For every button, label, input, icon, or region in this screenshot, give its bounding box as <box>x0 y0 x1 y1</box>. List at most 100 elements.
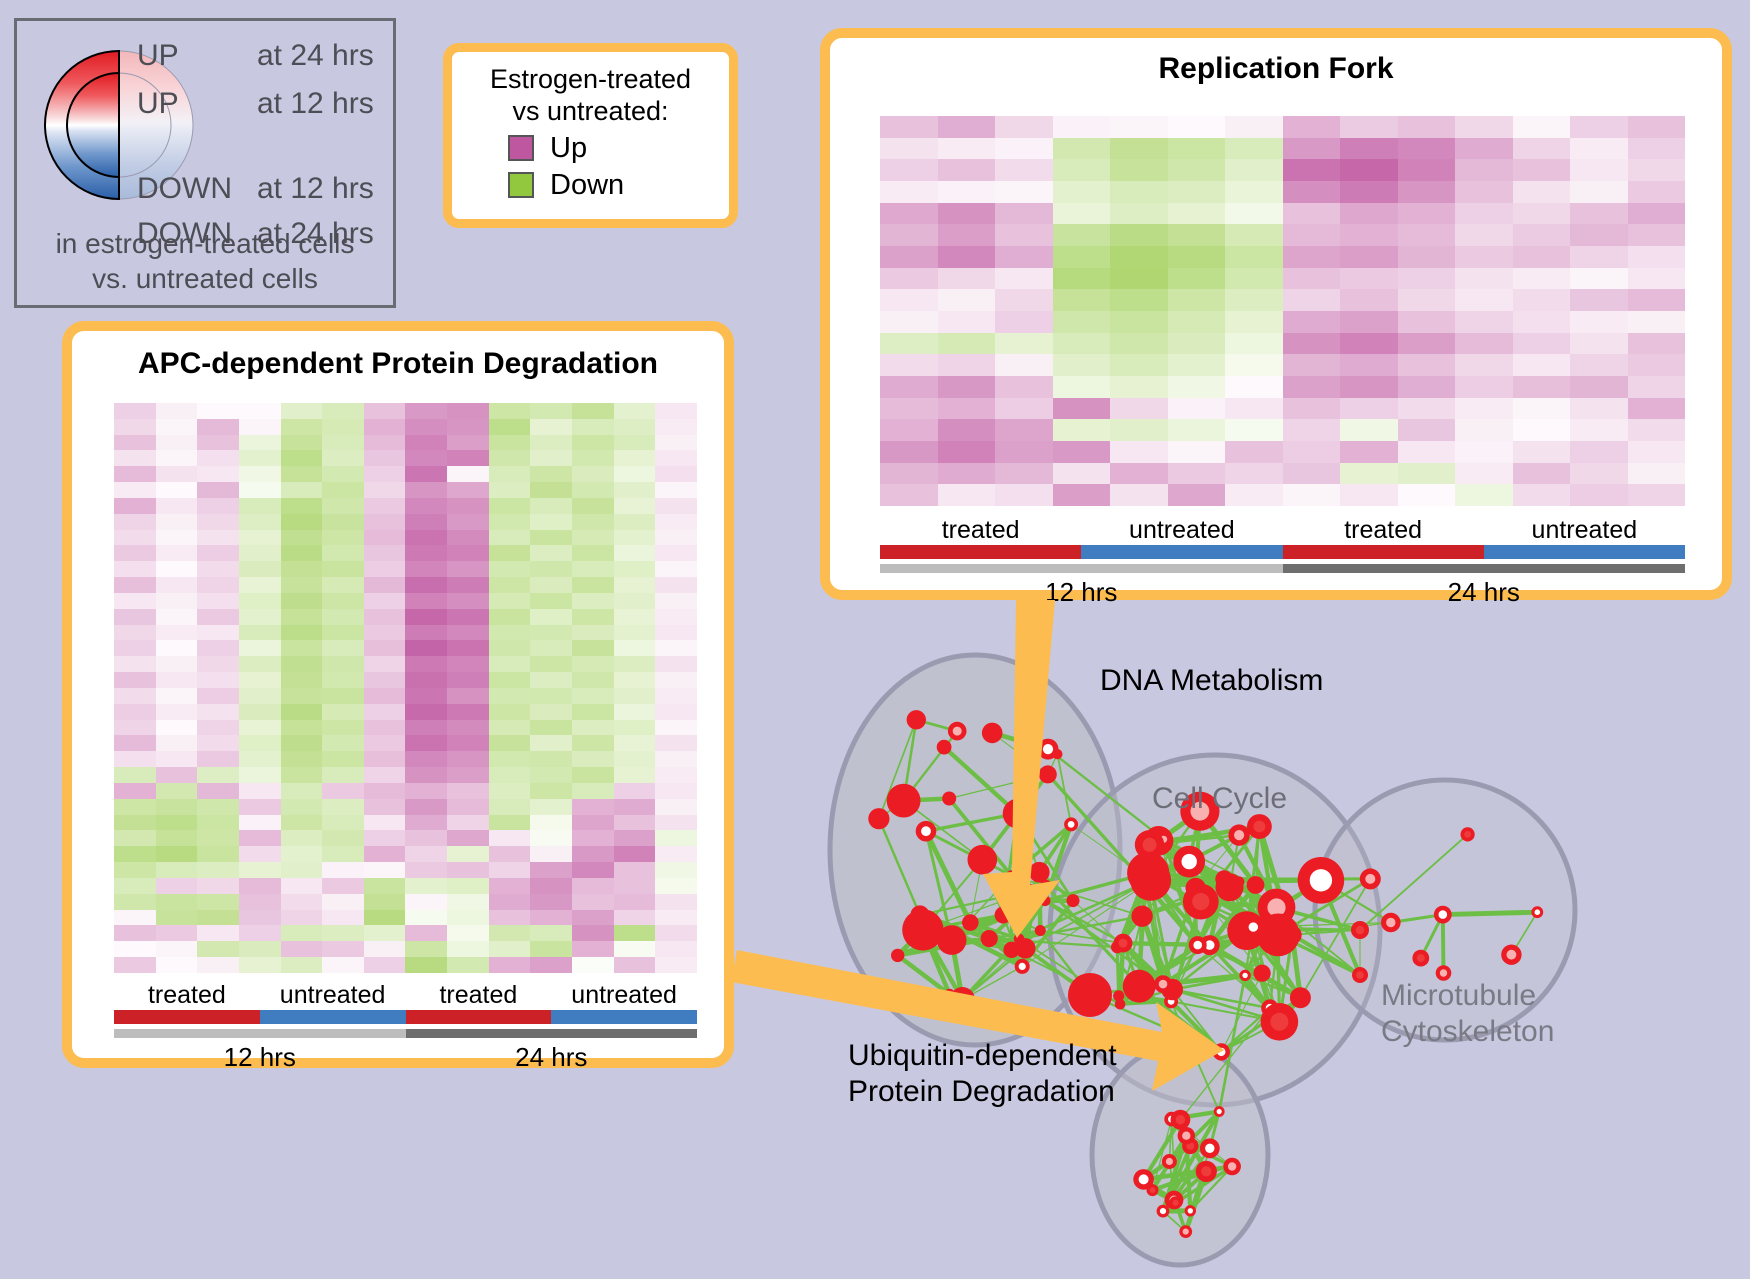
heatmap-cell <box>238 687 281 704</box>
heatmap-cell <box>572 798 614 815</box>
network-node-core <box>1464 831 1471 838</box>
heatmap-cell <box>1397 484 1455 506</box>
network-node-core <box>1416 954 1425 963</box>
heatmap-cell <box>447 798 489 815</box>
heatmap-cell <box>1282 159 1340 181</box>
heatmap-cell <box>447 513 489 530</box>
heatmap-cell <box>363 497 406 514</box>
heatmap-cell <box>405 798 448 815</box>
heatmap-cell <box>322 482 364 498</box>
treatment-segment <box>551 1010 697 1024</box>
network-node-core <box>1205 1143 1215 1153</box>
heatmap-cell <box>937 310 995 333</box>
heatmap-cell <box>1110 462 1168 485</box>
network-edge <box>1179 1007 1271 1121</box>
heatmap-cell <box>530 925 573 942</box>
heatmap-cell <box>572 513 614 530</box>
heatmap-cell <box>1225 245 1283 268</box>
network-node-core <box>1386 917 1396 928</box>
heatmap-cell <box>447 577 489 593</box>
network-node-core <box>1227 1162 1237 1171</box>
heatmap-cell <box>322 545 364 562</box>
heatmap-cell <box>1570 310 1628 333</box>
heatmap-cell <box>238 561 281 578</box>
heatmap-cell <box>488 941 531 958</box>
heatmap-cell <box>114 466 156 483</box>
heatmap-cell <box>363 434 406 451</box>
up-down-ring-diagram <box>44 49 194 201</box>
heatmap-cell <box>238 608 281 625</box>
heatmap-cell <box>322 403 364 419</box>
heatmap-cell <box>937 116 995 138</box>
heatmap-cell <box>880 159 938 181</box>
heatmap-cell <box>405 608 448 625</box>
heatmap-cell <box>155 466 198 483</box>
heatmap-cell <box>880 484 938 506</box>
heatmap-cell <box>572 862 614 878</box>
heatmap-cell <box>613 434 656 451</box>
heatmap-cell <box>1225 440 1283 463</box>
heatmap-cell <box>530 782 573 799</box>
heatmap-cell <box>155 656 198 673</box>
heatmap-cell <box>655 577 697 593</box>
heatmap-cell <box>488 624 531 641</box>
legend-label-up: Up <box>550 131 588 164</box>
heatmap-cell <box>155 529 198 546</box>
heatmap-cell <box>655 782 697 799</box>
network-node <box>1130 859 1172 901</box>
heatmap-cell <box>880 137 938 160</box>
heatmap-cell <box>197 624 239 641</box>
heatmap-cell <box>322 846 364 863</box>
heatmap-cell <box>530 497 573 514</box>
heatmap-cell <box>363 672 406 688</box>
heatmap-cell <box>1052 354 1110 376</box>
heatmap-cell <box>1167 159 1225 181</box>
heatmap-cell <box>488 418 531 435</box>
heatmap-cell <box>1052 159 1110 181</box>
heatmap-cell <box>572 592 614 609</box>
heatmap-cell <box>488 608 531 625</box>
heatmap-cell <box>280 830 323 847</box>
network-node <box>942 791 957 806</box>
heatmap-cell <box>530 450 573 467</box>
heatmap-cell <box>405 577 448 593</box>
network-node <box>1015 938 1036 959</box>
heatmap-cell <box>405 735 448 752</box>
heatmap-cell <box>197 767 239 783</box>
heatmap-cell <box>613 656 656 673</box>
heatmap-cell <box>880 419 938 441</box>
heatmap-cell <box>613 941 656 958</box>
heatmap-cell <box>1282 116 1340 138</box>
heatmap-cell <box>572 941 614 958</box>
heatmap-cell <box>155 862 198 878</box>
heatmap-cell <box>1512 310 1570 333</box>
heatmap-cell <box>1110 332 1168 355</box>
heatmap-cell <box>1512 159 1570 181</box>
network-edge <box>1291 933 1362 977</box>
heatmap-cell <box>114 814 156 831</box>
network-node-core <box>1309 869 1333 892</box>
heatmap-cell <box>197 782 239 799</box>
network-node <box>967 844 998 875</box>
network-node <box>1122 969 1156 1003</box>
heatmap-cell <box>363 719 406 736</box>
heatmap-cell <box>405 497 448 514</box>
heatmap-cell <box>1167 245 1225 268</box>
network-node <box>980 930 998 948</box>
heatmap-cell <box>322 450 364 467</box>
heatmap-cell <box>405 434 448 451</box>
heatmap-cell <box>405 846 448 863</box>
heatmap-cell <box>280 893 323 910</box>
heatmap-cell <box>488 561 531 578</box>
heatmap-cell <box>114 687 156 704</box>
heatmap-cell <box>322 893 364 910</box>
group-label: untreated <box>571 981 677 1009</box>
heatmap-cell <box>114 403 156 419</box>
heatmap-cell <box>995 375 1053 398</box>
heatmap-cell <box>155 703 198 720</box>
heatmap-cell <box>197 687 239 704</box>
network-node <box>981 722 1003 744</box>
heatmap-cell <box>572 957 614 973</box>
color-key-time: at 24 hrs <box>257 39 374 72</box>
